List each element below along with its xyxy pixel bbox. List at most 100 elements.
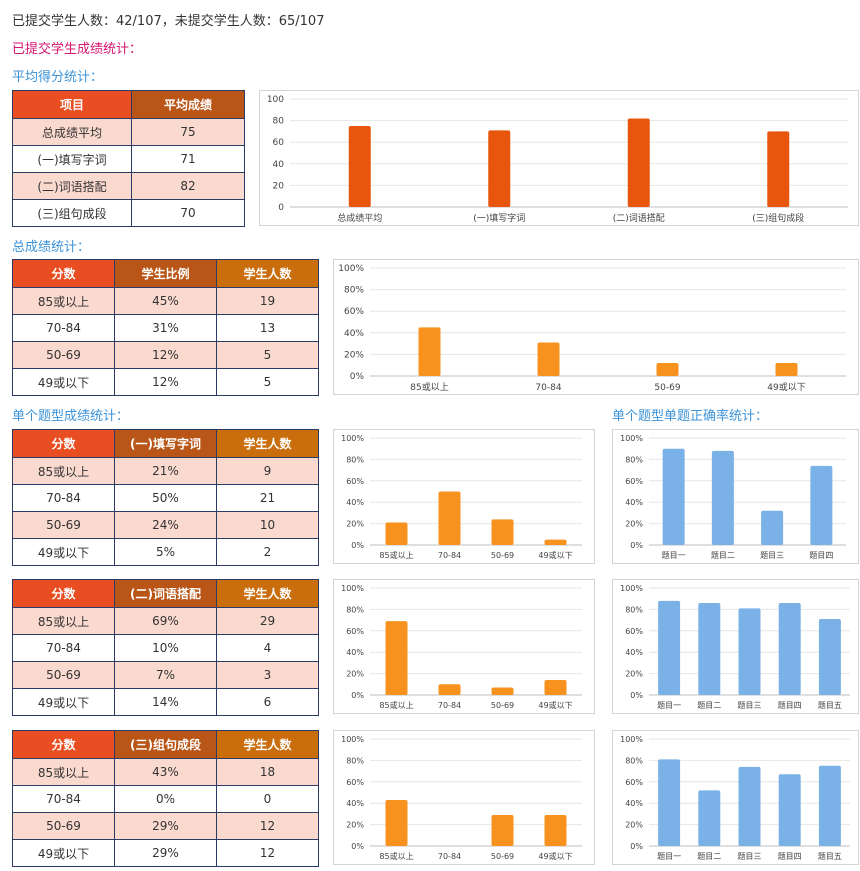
question1-accuracy-chart: 0% 20% 40% 60% 80% 100% 题目一 题目二 题目三 题目四 — [612, 429, 859, 564]
y-tick-label: 60% — [625, 477, 643, 486]
table-row: 50-69 24% 10 — [12, 511, 319, 539]
question3-dist-chart-svg: 0% 20% 40% 60% 80% 100% 85或以上 70-84 50-69 49或以下 — [341, 735, 582, 861]
total-section-title: 总成绩统计： — [12, 240, 91, 255]
y-tick-label: 100% — [620, 584, 643, 593]
x-tick-label: 题目五 — [818, 701, 842, 710]
table-row: (二)词语搭配 82 — [12, 172, 245, 200]
table-cell: 50-69 — [12, 812, 115, 840]
table-cell: 12 — [216, 812, 319, 840]
chart-bar — [385, 522, 408, 545]
y-tick-label: 20% — [346, 821, 364, 830]
chart-bar — [698, 602, 721, 695]
table-cell: 85或以上 — [12, 758, 115, 786]
chart-bar — [544, 539, 567, 545]
table-cell: 50% — [114, 484, 217, 512]
y-tick-label: 0% — [630, 691, 643, 700]
table-cell: 50-69 — [12, 511, 115, 539]
table-row: 70-84 31% 13 — [12, 314, 319, 342]
x-tick-label: 题目二 — [711, 551, 735, 560]
chart-bar — [810, 465, 833, 545]
table-cell: 70-84 — [12, 785, 115, 813]
accuracy-section-title: 单个题型单题正确率统计： — [612, 409, 769, 424]
y-tick-label: 0% — [350, 372, 365, 382]
y-tick-label: 60% — [344, 307, 364, 317]
table-cell: 50-69 — [12, 661, 115, 689]
x-tick-label: 题目二 — [697, 701, 721, 710]
table-cell: 12% — [114, 341, 217, 369]
x-tick-label: 85或以上 — [410, 381, 448, 393]
x-tick-label: 总成绩平均 — [337, 212, 382, 224]
x-tick-label: 50-69 — [491, 551, 514, 560]
header-cell: 分数 — [12, 429, 115, 458]
avg-score-table: 项目 平均成绩 总成绩平均 75 (一)填写字词 71 (二)词语搭配 82 (… — [12, 90, 245, 227]
x-tick-label: 70-84 — [535, 383, 561, 393]
chart-bar — [778, 774, 801, 846]
chart-bar — [348, 126, 371, 207]
chart-bar — [491, 519, 514, 545]
table-cell: 49或以下 — [12, 368, 115, 396]
table-row: 70-84 0% 0 — [12, 785, 319, 813]
submission-summary: 已提交学生人数：42/107，未提交学生人数：65/107 — [12, 14, 325, 29]
table-header-row: 分数 (一)填写字词 学生人数 — [12, 429, 319, 458]
total-score-chart-svg: 0% 20% 40% 60% 80% 100% 85或以上 70-84 50-69 49或以下 — [338, 264, 846, 393]
table-row: 70-84 10% 4 — [12, 634, 319, 662]
y-tick-label: 60% — [346, 778, 364, 787]
table-cell: 2 — [216, 538, 319, 566]
table-cell: 49或以下 — [12, 688, 115, 716]
table-cell: 12% — [114, 368, 217, 396]
avg-score-chart: 0 20 40 60 80 100 总成绩平均 (一)填写字词 (二)词语搭配 (三)组句成段 — [259, 90, 859, 226]
y-tick-label: 40% — [625, 498, 643, 507]
y-tick-label: 0% — [630, 541, 643, 550]
table-header-row: 项目 平均成绩 — [12, 90, 245, 119]
table-cell: 21% — [114, 457, 217, 485]
x-tick-label: 50-69 — [491, 701, 514, 710]
table-cell: 12 — [216, 839, 319, 867]
chart-bar — [656, 363, 679, 376]
chart-bar — [778, 602, 801, 695]
chart-bar — [491, 687, 514, 695]
table-cell: 13 — [216, 314, 319, 342]
question2-dist-chart: 0% 20% 40% 60% 80% 100% 85或以上 70-84 50-69 49或以下 — [333, 579, 595, 714]
table-cell: (一)填写字词 — [12, 145, 132, 173]
y-tick-label: 60% — [346, 477, 364, 486]
x-tick-label: (三)组句成段 — [752, 212, 804, 224]
table-row: 85或以上 43% 18 — [12, 758, 319, 786]
header-cell: (三)组句成段 — [114, 730, 217, 759]
y-tick-label: 40% — [346, 648, 364, 657]
table-cell: 70-84 — [12, 314, 115, 342]
table-cell: 70-84 — [12, 634, 115, 662]
chart-bar — [491, 814, 514, 846]
x-tick-label: 50-69 — [654, 383, 680, 393]
question2-accuracy-chart: 0% 20% 40% 60% 80% 100% 题目一 题目二 题目三 题目四 题目五 — [612, 579, 859, 714]
x-tick-label: 70-84 — [438, 852, 461, 861]
table-cell: 18 — [216, 758, 319, 786]
table-row: 49或以下 12% 5 — [12, 368, 319, 396]
chart-bar — [385, 621, 408, 695]
x-tick-label: 85或以上 — [379, 700, 413, 710]
question2-table: 分数 (二)词语搭配 学生人数 85或以上 69% 29 70-84 10% 4… — [12, 579, 319, 716]
y-tick-label: 0% — [351, 691, 364, 700]
y-tick-label: 100% — [620, 735, 643, 744]
y-tick-label: 80% — [346, 605, 364, 614]
y-tick-label: 100% — [341, 584, 364, 593]
table-cell: 总成绩平均 — [12, 118, 132, 146]
chart-bar — [438, 684, 461, 695]
table-cell: (三)组句成段 — [12, 199, 132, 227]
table-header-row: 分数 (二)词语搭配 学生人数 — [12, 579, 319, 608]
table-cell: 5% — [114, 538, 217, 566]
chart-bar — [698, 790, 721, 846]
table-cell: 69% — [114, 607, 217, 635]
x-tick-label: 49或以下 — [767, 381, 805, 393]
table-cell: 14% — [114, 688, 217, 716]
x-tick-label: 题目三 — [738, 852, 762, 861]
table-cell: 3 — [216, 661, 319, 689]
y-tick-label: 60% — [625, 627, 643, 636]
y-tick-label: 40% — [346, 498, 364, 507]
question3-table: 分数 (三)组句成段 学生人数 85或以上 43% 18 70-84 0% 0 … — [12, 730, 319, 867]
chart-bar — [738, 608, 761, 695]
chart-bar — [818, 765, 841, 846]
x-tick-label: 49或以下 — [538, 851, 572, 861]
table-row: 85或以上 21% 9 — [12, 457, 319, 485]
table-cell: 5 — [216, 368, 319, 396]
table-row: 50-69 12% 5 — [12, 341, 319, 369]
